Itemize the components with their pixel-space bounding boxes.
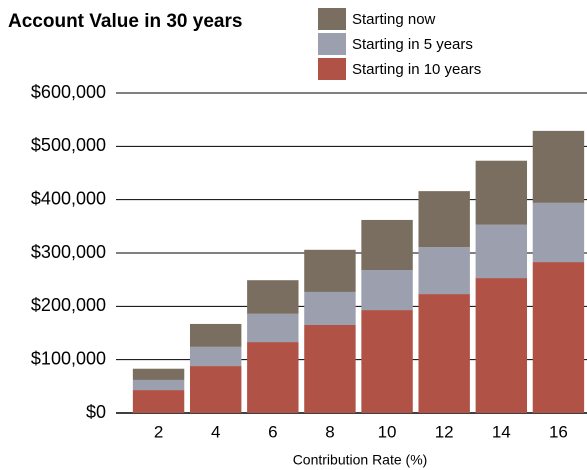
bar-segment [247,313,299,343]
bar-segment [132,368,185,380]
bar-segment [304,249,356,292]
y-tick-label: $200,000 [31,295,106,315]
y-tick-label: $100,000 [31,348,106,368]
legend-label: Starting now [352,11,436,28]
legend-swatch [318,8,346,30]
bar-segment [418,247,470,295]
y-tick-label: $300,000 [31,242,106,262]
bar-segment [247,342,299,413]
bar-segment [189,366,242,413]
bar-segment [532,202,585,263]
legend-label: Starting in 10 years [352,61,481,78]
bar-segment [361,310,413,413]
bar-segment [304,291,356,325]
bar-segment [132,390,185,413]
y-tick-label: $500,000 [31,135,106,155]
y-tick-label: $600,000 [31,82,106,102]
bar-segment [361,219,413,271]
bar-segment [304,325,356,413]
x-tick-label: 14 [492,422,511,441]
x-tick-label: 16 [549,422,568,441]
x-tick-label: 2 [154,422,163,441]
bar-segment [475,160,528,225]
bar-segment [532,130,585,203]
x-tick-label: 10 [378,422,397,441]
y-tick-label: $0 [86,402,106,422]
chart-title: Account Value in 30 years [8,11,242,32]
x-tick-label: 4 [211,422,220,441]
x-tick-label: 8 [325,422,334,441]
bar-segment [247,280,299,314]
legend-swatch [318,58,346,80]
legend-swatch [318,33,346,55]
bar-segment [361,270,413,311]
x-tick-label: 6 [268,422,277,441]
bar-segment [418,294,470,413]
bar-segment [532,262,585,413]
bar-segment [189,346,242,367]
legend-label: Starting in 5 years [352,36,473,53]
x-axis-label: Contribution Rate (%) [293,452,428,468]
bar-segment [475,278,528,413]
x-tick-label: 12 [435,422,454,441]
bar-segment [189,323,242,347]
bar-segment [475,224,528,279]
y-tick-label: $400,000 [31,188,106,208]
bar-segment [418,191,470,248]
bar-segment [132,379,185,391]
